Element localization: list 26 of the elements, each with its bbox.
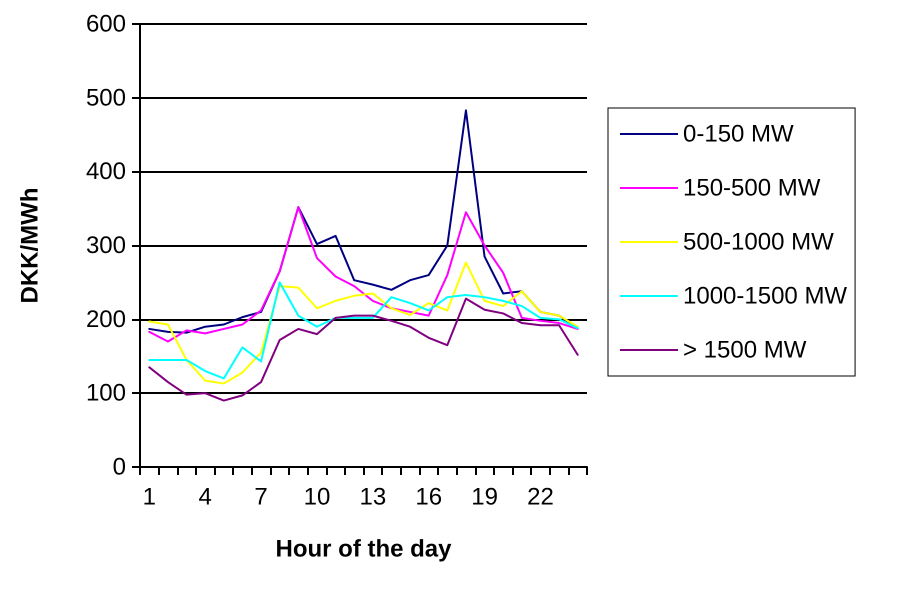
x-tick-label: 1: [142, 484, 156, 510]
line-series: [148, 281, 579, 380]
y-tick-label: 500: [86, 84, 126, 112]
line-series: [148, 298, 579, 402]
legend-label: 500-1000 MW: [683, 228, 834, 256]
x-tick-label: 16: [415, 484, 442, 510]
x-tick-label: 22: [527, 484, 554, 510]
x-tick-label: 13: [359, 484, 386, 510]
legend-label: 1000-1500 MW: [683, 282, 848, 310]
line-series: [148, 261, 579, 385]
y-tick-label: 0: [112, 454, 126, 480]
legend-label: 0-150 MW: [683, 120, 794, 148]
x-axis-title: Hour of the day: [275, 536, 452, 562]
x-tick-label: 7: [254, 484, 268, 510]
y-axis-title: DKK/MWh: [16, 188, 44, 304]
y-tick-label: 100: [86, 380, 126, 407]
legend-label: 150-500 MW: [683, 174, 821, 202]
y-tick-label: 300: [86, 232, 126, 259]
y-tick-label: 400: [86, 158, 126, 186]
x-tick-label: 10: [304, 484, 330, 510]
y-tick-label: 600: [86, 10, 126, 38]
x-tick-label: 4: [198, 484, 212, 510]
x-tick-label: 19: [471, 484, 498, 510]
y-tick-label: 200: [86, 306, 126, 333]
legend-label: > 1500 MW: [683, 336, 807, 364]
line-series: [148, 206, 579, 342]
